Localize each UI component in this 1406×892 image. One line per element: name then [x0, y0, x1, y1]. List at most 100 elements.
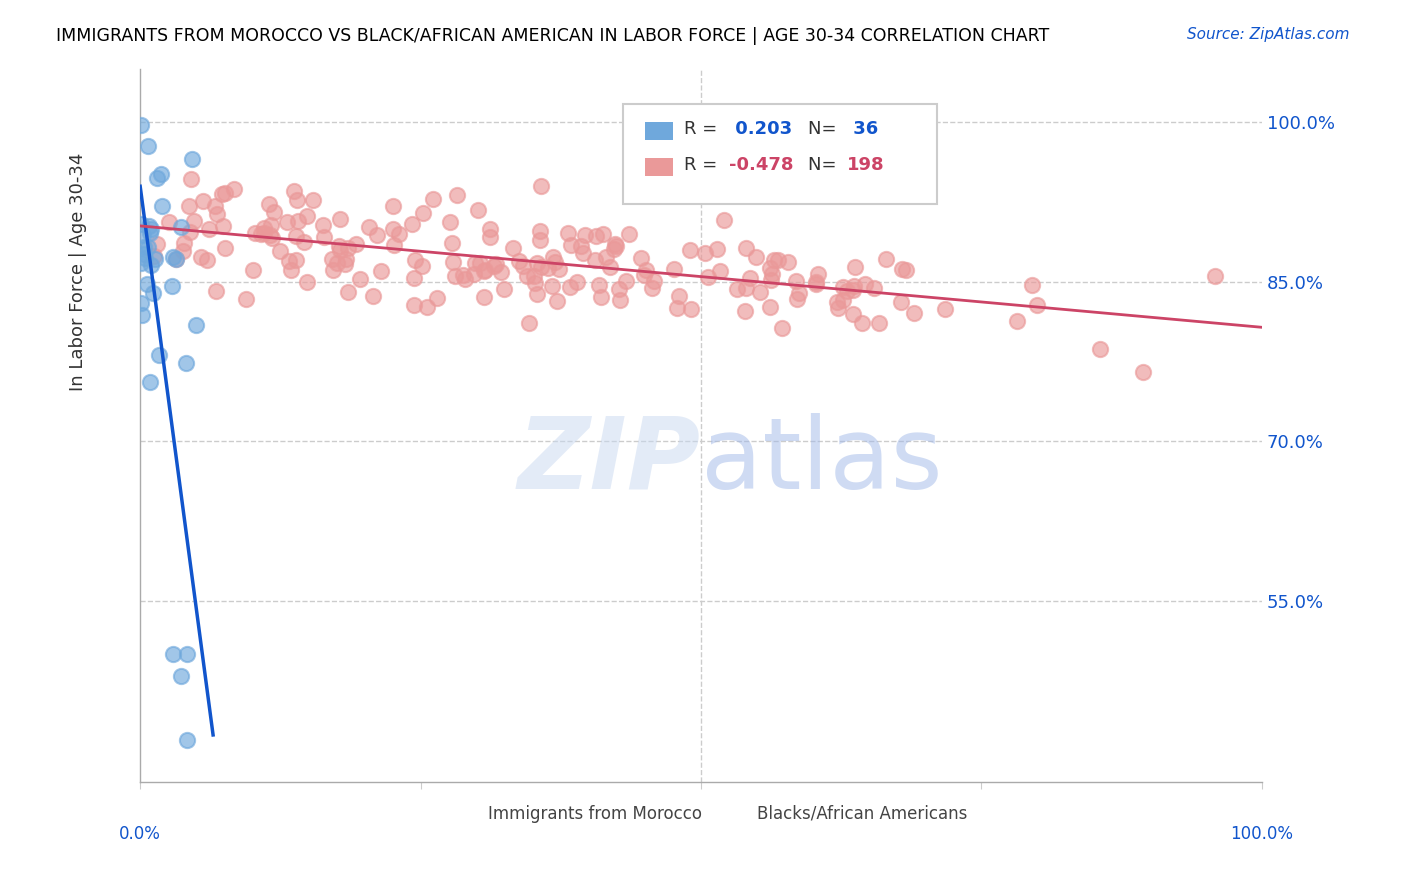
- Point: [198, 221, 221, 235]
- Point: [183, 214, 205, 228]
- Point: [422, 192, 444, 206]
- Point: [388, 227, 411, 242]
- Point: [1088, 342, 1111, 356]
- Point: [441, 255, 464, 269]
- Point: [679, 243, 702, 257]
- Point: [763, 253, 786, 268]
- Point: [404, 253, 426, 268]
- Point: [557, 227, 579, 241]
- Point: [172, 244, 194, 258]
- Point: [526, 287, 548, 301]
- Point: [827, 295, 849, 310]
- Point: [257, 196, 280, 211]
- Point: [344, 236, 367, 251]
- Text: atlas: atlas: [702, 413, 942, 509]
- Point: [508, 253, 530, 268]
- Point: [287, 214, 309, 228]
- Point: [370, 263, 392, 277]
- Point: [891, 261, 914, 276]
- Point: [530, 260, 553, 274]
- Text: Blacks/African Americans: Blacks/African Americans: [756, 805, 967, 822]
- Point: [136, 139, 159, 153]
- Point: [446, 187, 468, 202]
- Point: [512, 259, 534, 273]
- Point: [595, 250, 617, 264]
- Point: [204, 284, 226, 298]
- Point: [176, 732, 198, 747]
- Point: [609, 293, 631, 308]
- Point: [537, 260, 560, 275]
- Point: [831, 280, 853, 294]
- Point: [287, 194, 309, 208]
- Point: [425, 291, 447, 305]
- Point: [349, 271, 371, 285]
- Point: [205, 207, 228, 221]
- Point: [191, 194, 214, 208]
- Point: [129, 217, 152, 231]
- Point: [605, 236, 627, 251]
- Point: [402, 298, 425, 312]
- Point: [162, 279, 184, 293]
- Point: [129, 295, 152, 310]
- Point: [776, 255, 799, 269]
- Point: [479, 222, 502, 236]
- Point: [162, 648, 184, 662]
- Point: [138, 226, 160, 240]
- Point: [599, 260, 621, 274]
- Point: [260, 219, 283, 233]
- Point: [453, 268, 475, 282]
- Point: [333, 257, 356, 271]
- Point: [382, 238, 405, 252]
- Point: [889, 295, 911, 310]
- Point: [204, 199, 226, 213]
- Point: [243, 227, 266, 241]
- Point: [165, 252, 187, 266]
- Point: [529, 233, 551, 247]
- Point: [285, 229, 308, 244]
- Point: [359, 220, 381, 235]
- Point: [529, 178, 551, 193]
- Point: [148, 348, 170, 362]
- Point: [412, 206, 434, 220]
- Point: [1204, 268, 1226, 283]
- Point: [516, 269, 538, 284]
- Point: [634, 263, 657, 277]
- Point: [546, 294, 568, 309]
- Point: [146, 237, 169, 252]
- Point: [529, 224, 551, 238]
- Point: [263, 205, 285, 219]
- Point: [214, 241, 236, 255]
- Point: [337, 241, 360, 255]
- Point: [366, 227, 388, 242]
- Point: [269, 244, 291, 258]
- Point: [328, 239, 350, 253]
- Point: [896, 263, 918, 277]
- Bar: [724, 805, 748, 822]
- Point: [713, 213, 735, 227]
- Point: [179, 225, 201, 239]
- Point: [129, 256, 152, 270]
- Point: [585, 228, 607, 243]
- Point: [583, 252, 606, 267]
- Point: [174, 356, 197, 370]
- Point: [560, 238, 582, 252]
- Point: [735, 241, 758, 255]
- Point: [903, 306, 925, 320]
- Text: 0.0%: 0.0%: [120, 825, 162, 843]
- Point: [851, 316, 873, 330]
- Point: [136, 240, 159, 254]
- Point: [474, 264, 496, 278]
- Point: [745, 250, 768, 264]
- Point: [841, 306, 863, 320]
- FancyBboxPatch shape: [623, 104, 936, 204]
- Point: [464, 256, 486, 270]
- Point: [868, 316, 890, 330]
- Point: [146, 170, 169, 185]
- Point: [591, 290, 613, 304]
- Point: [738, 271, 761, 285]
- Text: 36: 36: [846, 120, 879, 138]
- Point: [280, 262, 302, 277]
- Point: [482, 259, 505, 273]
- Point: [276, 215, 298, 229]
- Point: [1021, 277, 1043, 292]
